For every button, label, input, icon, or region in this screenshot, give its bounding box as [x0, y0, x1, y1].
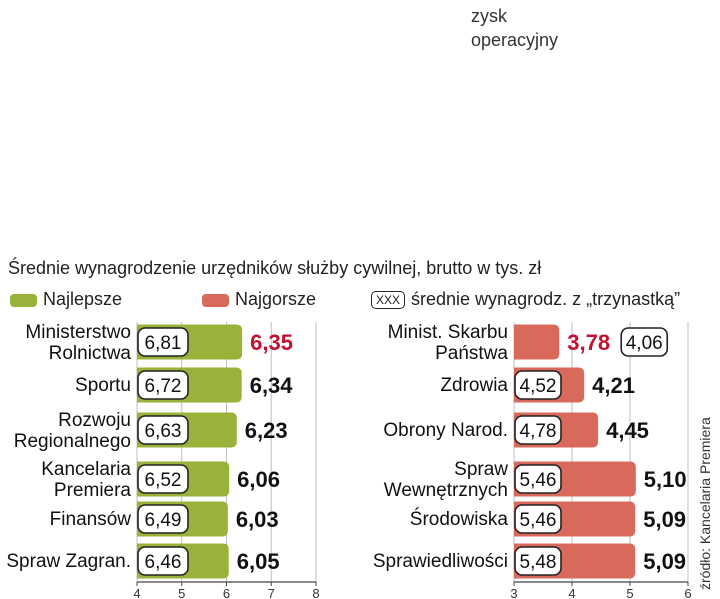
legend-best-label: Najlepsze [43, 289, 123, 309]
best-category-label: Rozwoju [58, 410, 131, 431]
best-category-label: Premiera [54, 480, 132, 501]
best-value-label: 6,23 [245, 418, 288, 443]
best-13th-label: 6,46 [145, 552, 182, 573]
best-tick-label: 5 [178, 586, 185, 599]
legend-box-sample: XXX [371, 291, 406, 310]
header-note: zysk operacyjny [471, 4, 558, 52]
worst-value-label: 5,09 [643, 507, 686, 532]
header-note-line2: operacyjny [471, 30, 559, 50]
worst-value-label: 5,09 [643, 549, 686, 574]
best-category-label: Spraw Zagran. [6, 551, 131, 572]
worst-category-label: Zdrowia [440, 375, 508, 396]
worst-value-label: 4,21 [592, 373, 635, 398]
source-note: źródło: Kancelaria Premiera [697, 417, 713, 590]
legend-worst-swatch [202, 293, 229, 307]
best-value-label: 6,03 [236, 507, 279, 532]
worst-13th-label: 5,46 [520, 510, 557, 531]
best-13th-box [137, 504, 189, 534]
worst-category-label: Obrony Narod. [383, 420, 508, 441]
worst-value-label: 3,78 [567, 330, 610, 355]
worst-13th-label: 4,06 [626, 333, 663, 354]
best-tick-label: 6 [223, 586, 230, 599]
best-value-label: 6,34 [250, 373, 294, 398]
worst-13th-box [514, 415, 562, 445]
header-note-line1: zysk [471, 6, 507, 26]
worst-13th-label: 4,52 [520, 376, 557, 397]
best-tick-label: 7 [268, 586, 275, 599]
worst-tick-label: 3 [510, 586, 517, 599]
worst-bar [514, 324, 560, 360]
best-13th-label: 6,81 [145, 333, 182, 354]
best-value-label: 6,35 [250, 330, 293, 355]
worst-13th-label: 5,46 [520, 470, 557, 491]
legend-worst: Najgorsze [202, 289, 316, 310]
best-value-label: 6,06 [237, 467, 280, 492]
worst-13th-box [620, 327, 669, 357]
best-13th-label: 6,63 [145, 421, 182, 442]
chart-title: Średnie wynagrodzenie urzędników służby … [8, 258, 542, 278]
worst-13th-label: 5,48 [520, 552, 557, 573]
worst-13th-box [514, 464, 562, 494]
best-category-label: Finansów [50, 509, 132, 530]
best-13th-label: 6,72 [145, 376, 182, 397]
best-13th-box [137, 415, 189, 445]
best-13th-box [137, 464, 189, 494]
best-tick-label: 4 [133, 586, 140, 599]
worst-category-label: Minist. Skarbu [388, 322, 508, 343]
legend-box: XXX średnie wynagrodz. z „trzynastką” [371, 289, 680, 310]
best-13th-label: 6,49 [145, 510, 182, 531]
best-13th-box [137, 327, 189, 357]
worst-value-label: 5,10 [644, 467, 687, 492]
best-tick-label: 8 [312, 586, 319, 599]
worst-13th-box [514, 370, 562, 400]
legend-best-swatch [10, 293, 37, 307]
worst-tick-label: 4 [568, 586, 575, 599]
legend-best: Najlepsze [10, 289, 122, 310]
worst-value-label: 4,45 [606, 418, 649, 443]
worst-13th-box [514, 504, 562, 534]
best-13th-label: 6,52 [145, 470, 182, 491]
worst-13th-box [514, 546, 562, 576]
best-13th-box [137, 546, 189, 576]
best-13th-box [137, 370, 189, 400]
best-category-label: Ministerstwo [25, 322, 131, 343]
best-category-label: Rolnictwa [49, 343, 132, 364]
worst-tick-label: 5 [626, 586, 633, 599]
worst-category-label: Sprawiedliwości [373, 551, 508, 572]
best-category-label: Sportu [75, 375, 131, 396]
worst-category-label: Środowiska [410, 508, 509, 530]
worst-category-label: Spraw [454, 459, 508, 480]
best-category-label: Regionalnego [14, 431, 131, 452]
best-value-label: 6,05 [237, 549, 280, 574]
worst-13th-label: 4,78 [520, 421, 557, 442]
best-category-label: Kancelaria [41, 459, 131, 480]
worst-category-label: Państwa [435, 343, 508, 364]
legend-box-desc: średnie wynagrodz. z „trzynastką” [411, 289, 681, 309]
worst-tick-label: 6 [684, 586, 691, 599]
worst-category-label: Wewnętrznych [384, 480, 508, 501]
legend-worst-label: Najgorsze [235, 289, 317, 309]
